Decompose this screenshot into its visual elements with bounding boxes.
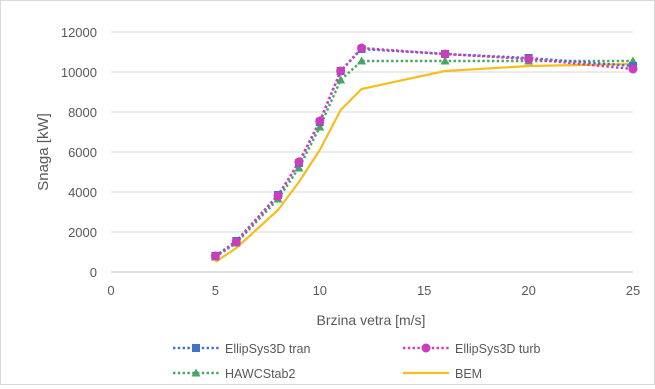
data-point xyxy=(273,191,283,201)
legend-entry: HAWCStab2 xyxy=(173,367,295,381)
y-axis-label: Snaga [kW] xyxy=(35,113,52,191)
legend-entry: EllipSys3D tran xyxy=(173,342,310,356)
series-markers xyxy=(210,43,638,261)
legend-label: EllipSys3D turb xyxy=(455,342,540,356)
x-tick-label: 15 xyxy=(417,283,431,298)
data-point xyxy=(524,54,534,64)
data-point xyxy=(294,163,304,172)
series-lines xyxy=(214,46,634,263)
y-tick-label: 8000 xyxy=(68,105,97,120)
y-tick-label: 6000 xyxy=(68,145,97,160)
legend-label: EllipSys3D tran xyxy=(225,342,310,356)
data-point xyxy=(336,66,346,76)
y-tick-labels: 0 2000 4000 6000 8000 10000 12000 xyxy=(61,25,97,280)
series-line xyxy=(214,59,633,258)
legend: EllipSys3D tran EllipSys3D turb HAWCStab2 B… xyxy=(173,342,540,381)
gridlines xyxy=(111,31,633,273)
legend-entry: EllipSys3D turb xyxy=(403,342,540,356)
x-tick-label: 10 xyxy=(313,283,327,298)
y-tick-label: 4000 xyxy=(68,185,97,200)
y-tick-label: 2000 xyxy=(68,225,97,240)
data-point xyxy=(315,116,325,126)
x-axis-label: Brzina vetra [m/s] xyxy=(317,312,426,328)
data-point xyxy=(294,157,304,167)
x-tick-label: 0 xyxy=(107,283,114,298)
legend-label: BEM xyxy=(455,367,482,381)
x-tick-label: 20 xyxy=(521,283,535,298)
x-tick-label: 25 xyxy=(626,283,640,298)
legend-marker xyxy=(421,343,431,353)
legend-label: HAWCStab2 xyxy=(225,367,295,381)
y-tick-label: 12000 xyxy=(61,25,97,40)
series-line xyxy=(214,62,634,263)
data-point xyxy=(336,75,346,84)
data-point xyxy=(357,56,367,65)
data-point xyxy=(628,64,638,74)
y-tick-label: 0 xyxy=(90,265,97,280)
data-point xyxy=(440,49,450,59)
data-point xyxy=(231,237,241,247)
legend-entry: BEM xyxy=(403,367,482,381)
data-point xyxy=(440,56,450,65)
data-point xyxy=(315,122,325,131)
legend-marker xyxy=(192,344,200,352)
data-point xyxy=(210,251,220,261)
data-point xyxy=(357,43,367,53)
y-tick-label: 10000 xyxy=(61,65,97,80)
x-tick-label: 5 xyxy=(212,283,219,298)
x-tick-labels: 0 5 10 15 20 25 xyxy=(107,283,640,298)
legend-marker xyxy=(191,368,201,377)
